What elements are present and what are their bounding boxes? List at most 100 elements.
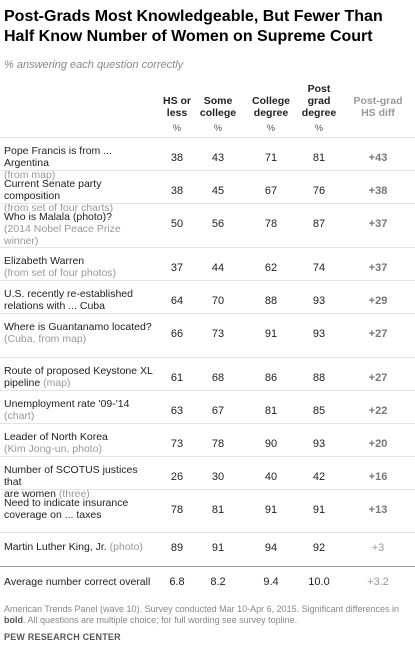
diff-cell: +43: [368, 152, 388, 164]
table-row: Martin Luther King, Jr. (photo) 89 91 94 92 +…: [0, 532, 415, 566]
question-label: Need to indicate insurance coverage on ..…: [4, 497, 154, 521]
note-text-pre: American Trends Panel (wave 10). Survey …: [4, 604, 400, 614]
question-text-line2: relations with ... Cuba: [4, 300, 105, 312]
average-label: Average number correct overall: [4, 576, 151, 588]
question-detail: (from set of four charts): [4, 202, 114, 214]
question-text: Number of SCOTUS justices that: [4, 464, 138, 488]
table-row: Need to indicate insurance coverage on ..…: [0, 489, 415, 532]
question-text-line2: coverage on ... taxes: [4, 509, 102, 521]
question-label: Unemployment rate '09-'14 (chart): [4, 398, 154, 422]
value-cell: 73: [170, 438, 184, 450]
question-detail: (photo): [109, 541, 143, 553]
column-header-3: Post grad degree: [301, 83, 337, 119]
diff-cell: +29: [368, 295, 388, 307]
question-label: Who is Malala (photo)? (2014 Nobel Peace …: [4, 211, 154, 247]
value-cell: 63: [170, 405, 184, 417]
question-text: Pope Francis is from ... Argentina: [4, 145, 112, 169]
value-cell: 66: [170, 328, 184, 340]
value-cell: 88: [312, 372, 326, 384]
question-detail: (from set of four photos): [4, 267, 117, 279]
question-detail: (map): [43, 377, 71, 389]
value-cell: 45: [211, 185, 225, 197]
value-cell: 26: [170, 471, 184, 483]
value-cell: 42: [312, 471, 326, 483]
question-label: Martin Luther King, Jr. (photo): [4, 541, 154, 553]
value-cell: 86: [264, 372, 278, 384]
diff-cell: +3: [371, 542, 385, 554]
column-header-1: Some college: [199, 95, 237, 119]
value-cell: 91: [211, 542, 225, 554]
footnote: American Trends Panel (wave 10). Survey …: [4, 604, 409, 626]
question-label: Current Senate party composition (from se…: [4, 178, 154, 214]
question-text: Who is Malala (photo)?: [4, 211, 112, 223]
diff-cell: +13: [368, 504, 388, 516]
diff-cell: +37: [368, 262, 388, 274]
column-header-2: College degree: [252, 95, 290, 119]
value-cell: 43: [211, 152, 225, 164]
average-value-cell: 8.2: [210, 576, 226, 588]
diff-cell: +27: [368, 372, 388, 384]
question-detail: (Kim Jong-un, photo): [4, 443, 103, 455]
column-unit-0: %: [172, 123, 181, 133]
value-cell: 70: [211, 295, 225, 307]
column-unit-2: %: [266, 123, 275, 133]
question-label: Elizabeth Warren (from set of four photos…: [4, 255, 154, 279]
value-cell: 93: [312, 295, 326, 307]
question-label: Leader of North Korea (Kim Jong-un, photo…: [4, 431, 154, 455]
value-cell: 89: [170, 542, 184, 554]
value-cell: 74: [312, 262, 326, 274]
question-detail: (Cuba, from map): [4, 333, 87, 345]
value-cell: 67: [211, 405, 225, 417]
value-cell: 93: [312, 438, 326, 450]
question-label: Where is Guantanamo located? (Cuba, from …: [4, 321, 154, 345]
value-cell: 81: [264, 405, 278, 417]
value-cell: 38: [170, 185, 184, 197]
value-cell: 62: [264, 262, 278, 274]
average-diff-cell: +3.2: [367, 576, 389, 588]
note-text-bold: bold: [4, 615, 23, 625]
question-text: Route of proposed Keystone XL: [4, 365, 153, 377]
diff-cell: +20: [368, 438, 388, 450]
average-value-cell: 10.0: [308, 576, 330, 588]
table-row: Leader of North Korea (Kim Jong-un, photo…: [0, 423, 415, 456]
column-unit-1: %: [213, 123, 222, 133]
value-cell: 76: [312, 185, 326, 197]
question-detail: (2014 Nobel Peace Prize winner): [4, 223, 121, 247]
value-cell: 38: [170, 152, 184, 164]
average-row: Average number correct overall 6.8 8.2 9.4…: [0, 566, 415, 588]
value-cell: 94: [264, 542, 278, 554]
chart-subtitle: % answering each question correctly: [4, 59, 184, 71]
chart-title: Post-Grads Most Knowledgeable, But Fewer…: [4, 8, 383, 45]
question-detail: (three): [58, 488, 90, 500]
column-header-0: HS or less: [162, 95, 191, 119]
value-cell: 73: [211, 328, 225, 340]
question-text: Martin Luther King, Jr.: [4, 541, 107, 553]
value-cell: 85: [312, 405, 326, 417]
value-cell: 91: [264, 504, 278, 516]
question-text: Current Senate party composition: [4, 178, 102, 202]
diff-cell: +38: [368, 185, 388, 197]
value-cell: 50: [170, 218, 184, 230]
value-cell: 61: [170, 372, 184, 384]
value-cell: 93: [312, 328, 326, 340]
diff-cell: +22: [368, 405, 388, 417]
value-cell: 56: [211, 218, 225, 230]
table-row: Number of SCOTUS justices that are women …: [0, 456, 415, 500]
question-detail: (chart): [4, 410, 35, 422]
question-label: Pope Francis is from ... Argentina (from …: [4, 145, 154, 181]
question-label: U.S. recently re-established relations wi…: [4, 288, 154, 312]
column-unit-3: %: [314, 123, 323, 133]
question-text-line2: are women: [4, 488, 56, 500]
source-credit: PEW RESEARCH CENTER: [4, 632, 121, 642]
diff-cell: +27: [368, 328, 388, 340]
question-text: Where is Guantanamo located?: [4, 321, 152, 333]
table-row: Where is Guantanamo located? (Cuba, from …: [0, 313, 415, 357]
value-cell: 37: [170, 262, 184, 274]
column-header-4: Post-grad HS diff: [353, 95, 403, 119]
question-detail: (from map): [4, 169, 56, 181]
table-row: Current Senate party composition (from se…: [0, 170, 415, 214]
value-cell: 91: [264, 328, 278, 340]
table-row: Pope Francis is from ... Argentina (from …: [0, 137, 415, 181]
question-text-line2: pipeline: [4, 377, 41, 389]
value-cell: 92: [312, 542, 326, 554]
